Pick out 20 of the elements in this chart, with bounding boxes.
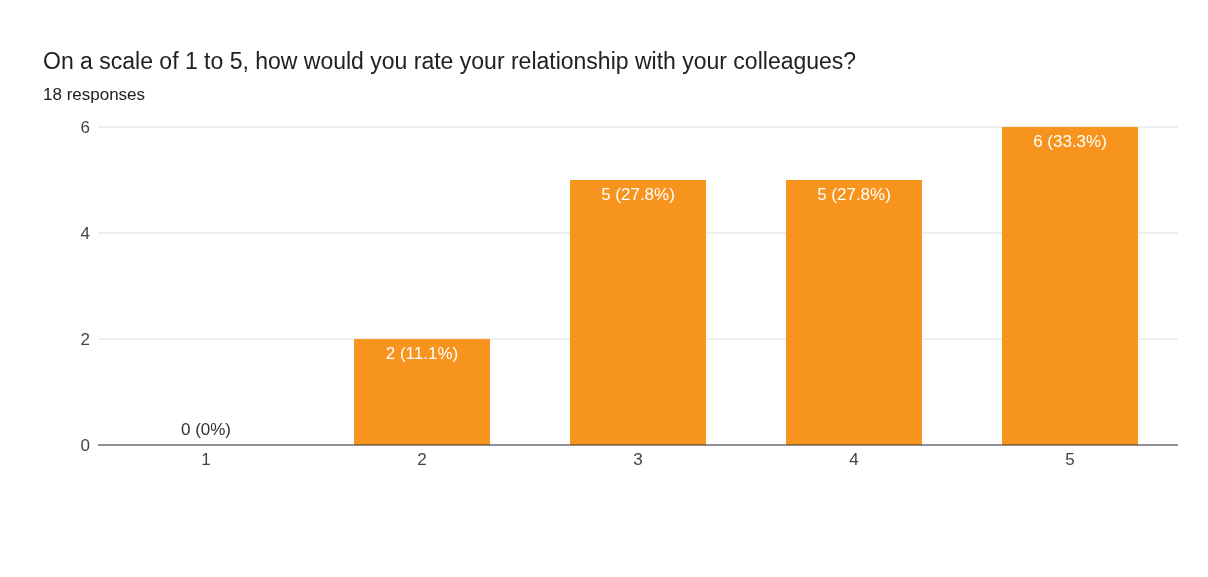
data-label: 5 (27.8%) [817,185,891,204]
chart-subtitle: 18 responses [43,85,147,105]
bar [786,180,922,445]
data-label: 2 (11.1%) [385,344,459,363]
y-tick-label: 2 [80,330,90,350]
data-label: 6 (33.3%) [1033,132,1107,151]
x-tick-label: 3 [633,450,643,470]
bar [570,180,706,445]
bar [1002,127,1138,445]
x-tick-label: 2 [417,450,427,470]
y-tick-label: 0 [80,436,90,456]
bar [354,339,490,445]
data-label: 5 (27.8%) [601,185,675,204]
x-tick-label: 5 [1065,450,1075,470]
x-tick-label: 1 [201,450,211,470]
y-tick-label: 6 [80,118,90,138]
chart-title: On a scale of 1 to 5, how would you rate your relationship with your colleagues? [43,48,858,75]
data-label: 0 (0%) [180,420,232,439]
x-tick-label: 4 [849,450,859,470]
y-tick-label: 4 [80,224,90,244]
